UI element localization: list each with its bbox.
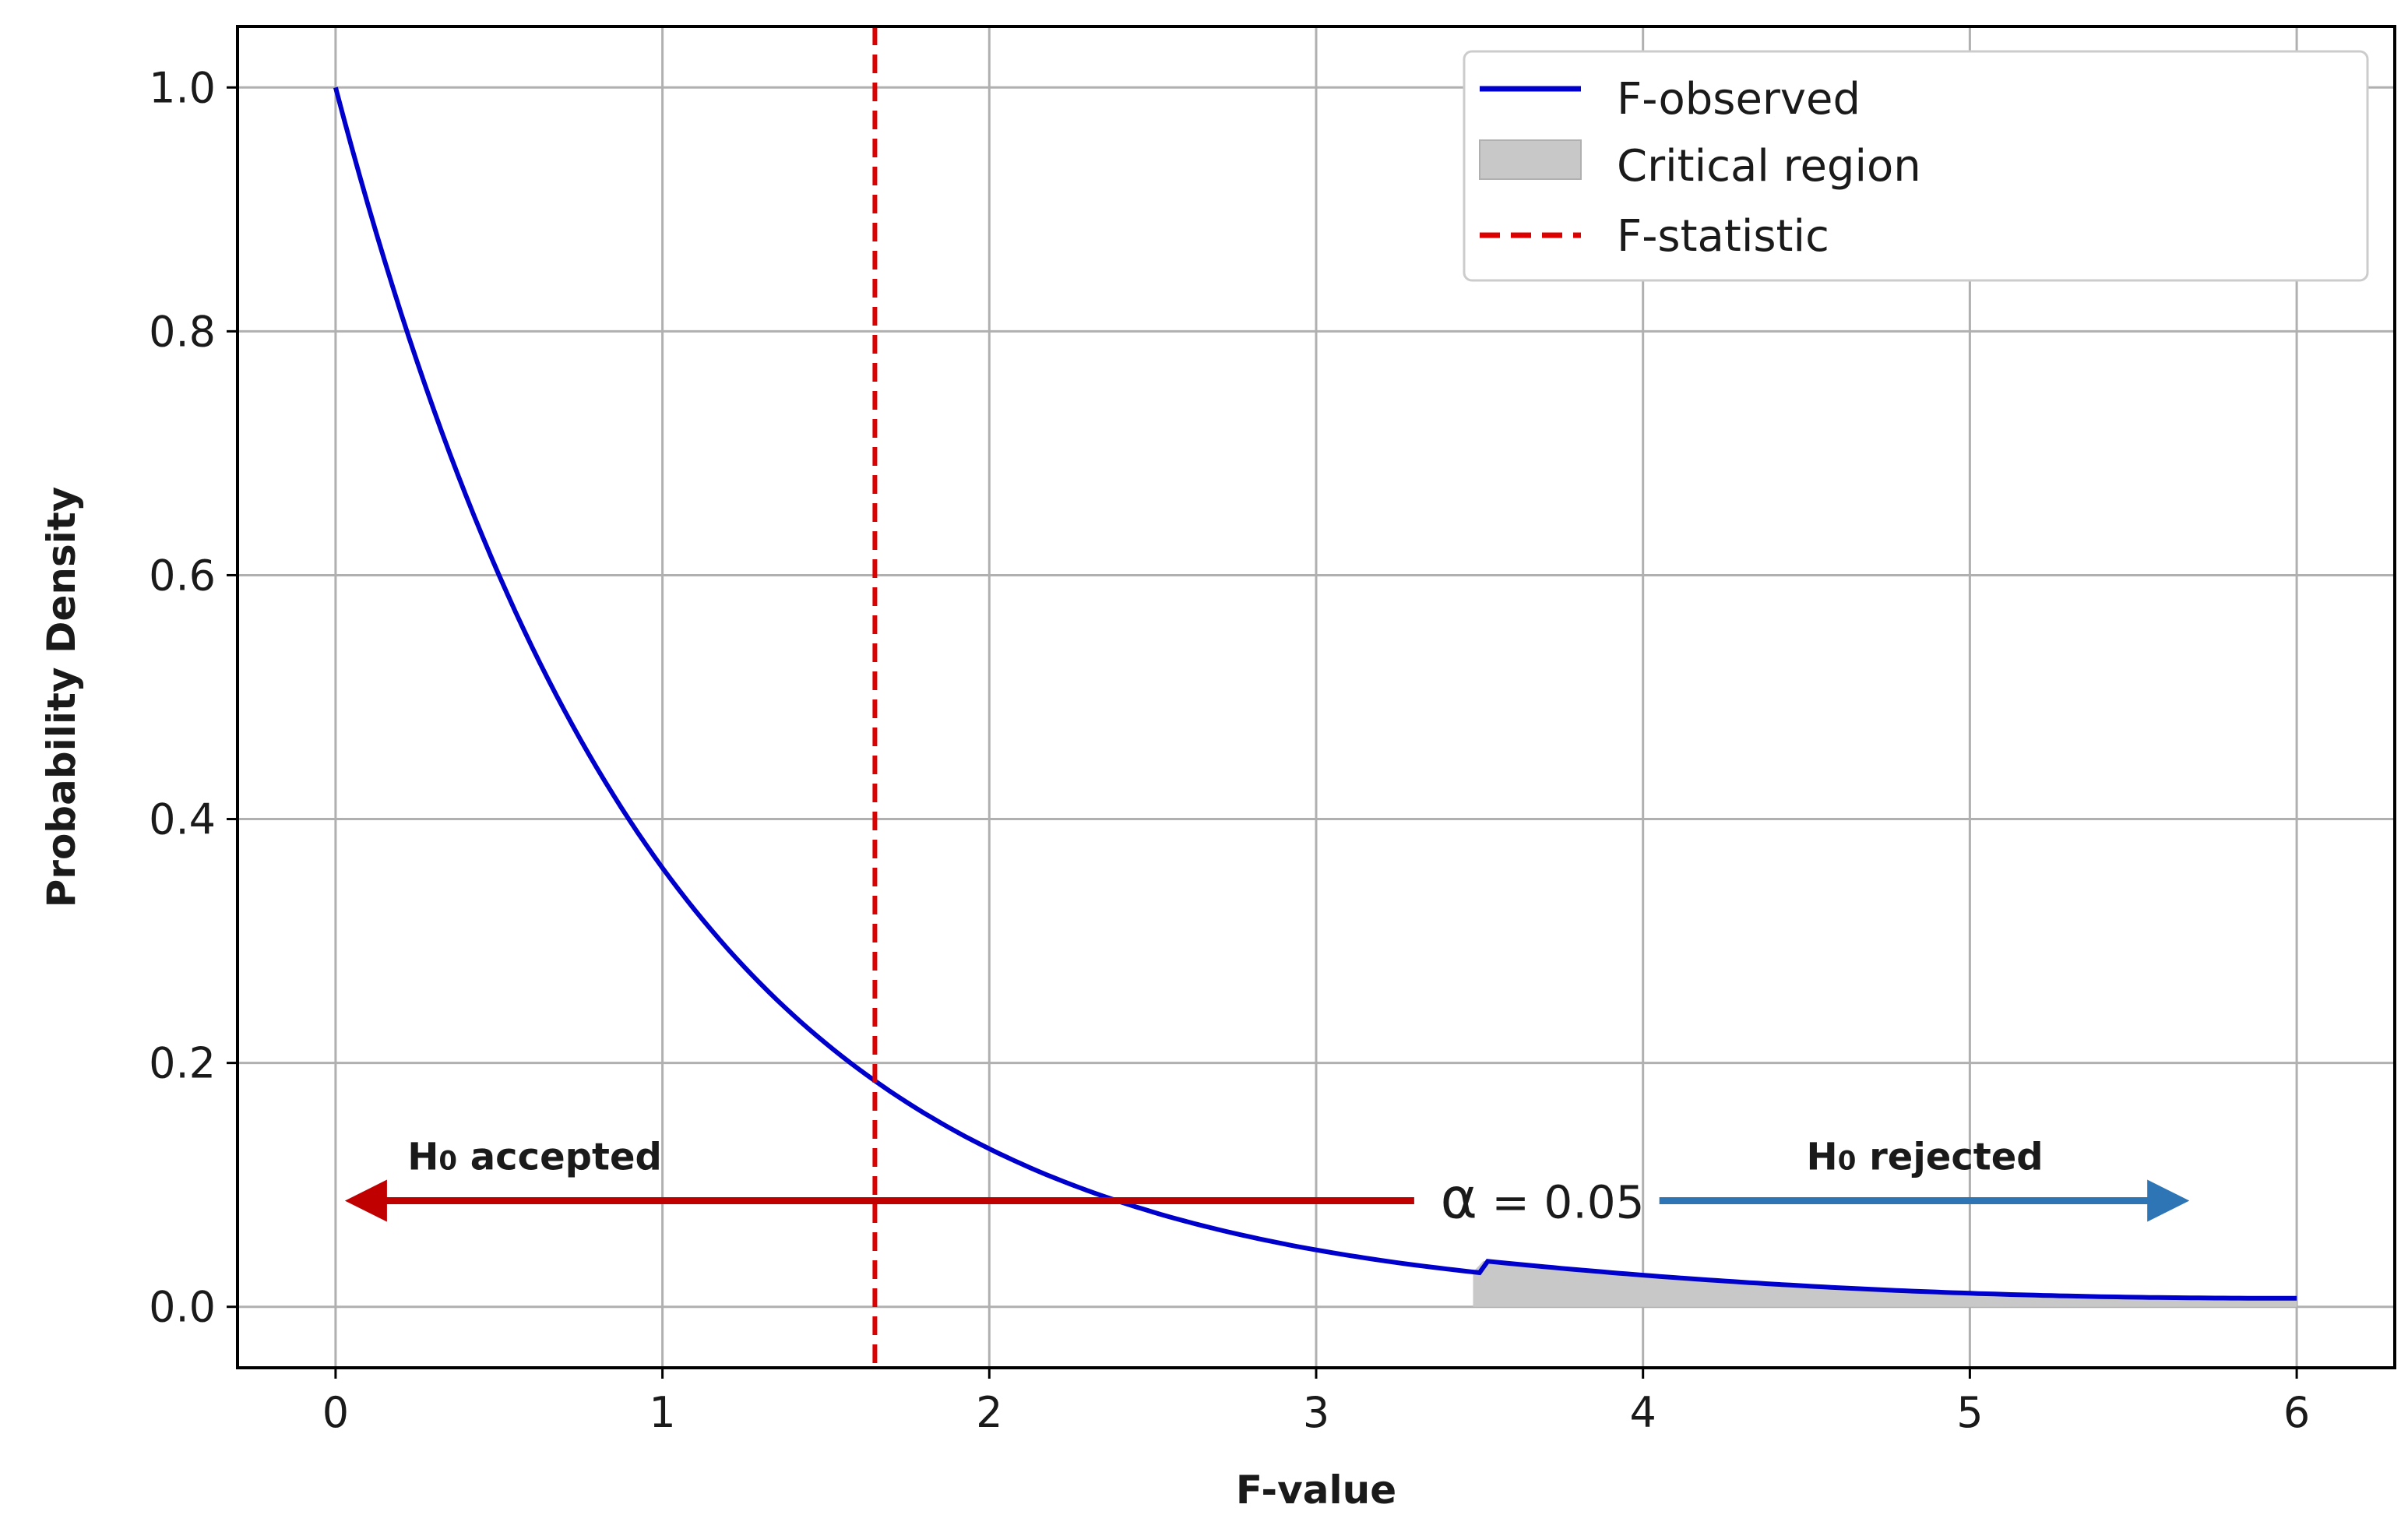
legend-label-f-statistic: F-statistic	[1617, 211, 1829, 262]
curve-group	[333, 86, 2297, 1301]
annotations: H0 accepted H0 rejected α = 0.05	[344, 1136, 2190, 1231]
critical-region-area	[1473, 1260, 2297, 1307]
alpha-symbol: α	[1440, 1166, 1477, 1231]
y-tick-label-0.6: 0.6	[149, 551, 216, 600]
y-tick-label-1: 1.0	[149, 63, 216, 112]
legend-label-critical-region: Critical region	[1617, 141, 1921, 192]
alpha-value: = 0.05	[1477, 1176, 1645, 1229]
h0-accepted-main: H	[407, 1136, 438, 1179]
legend-label-f-observed: F-observed	[1617, 74, 1861, 125]
grid	[238, 26, 2395, 1368]
legend-box	[1463, 50, 2369, 282]
h0-rejected-label: H0 rejected	[1807, 1136, 2044, 1179]
y-axis-title: Probability Density	[39, 487, 84, 908]
x-tick-label-2: 2	[976, 1388, 1002, 1437]
x-tick-label-1: 1	[649, 1388, 675, 1437]
x-tick-label-4: 4	[1630, 1388, 1656, 1437]
y-tick-label-0.8: 0.8	[149, 307, 216, 356]
h0-accepted-sub: 0	[438, 1146, 457, 1177]
h0-rejected-rest: rejected	[1856, 1136, 2043, 1179]
h0-rejected-main: H	[1807, 1136, 1838, 1179]
y-tick-label-0.4: 0.4	[149, 795, 216, 844]
tick-labels: 0 1 2 3 4 5 6 0.0 0.2 0.4 0.6 0.8 1.0	[149, 63, 2310, 1437]
x-tick-label-5: 5	[1956, 1388, 1983, 1437]
series-line-f-observed	[333, 86, 2297, 1301]
legend-swatch-critical-region	[1479, 139, 1582, 180]
legend: F-observed Critical region F-statistic	[1463, 50, 2369, 282]
h0-accepted-rest: accepted	[457, 1136, 662, 1179]
x-tick-label-6: 6	[2283, 1388, 2310, 1437]
y-tick-label-0.2: 0.2	[149, 1039, 216, 1088]
x-tick-label-3: 3	[1303, 1388, 1329, 1437]
critical-region-group	[1473, 1260, 2297, 1307]
alpha-label: α = 0.05	[1440, 1166, 1644, 1231]
y-tick-label-0: 0.0	[149, 1283, 216, 1332]
h0-accepted-label: H0 accepted	[407, 1136, 662, 1179]
h0-rejected-sub: 0	[1838, 1146, 1857, 1177]
x-axis-title: F-value	[1236, 1467, 1396, 1513]
x-tick-label-0: 0	[322, 1388, 349, 1437]
